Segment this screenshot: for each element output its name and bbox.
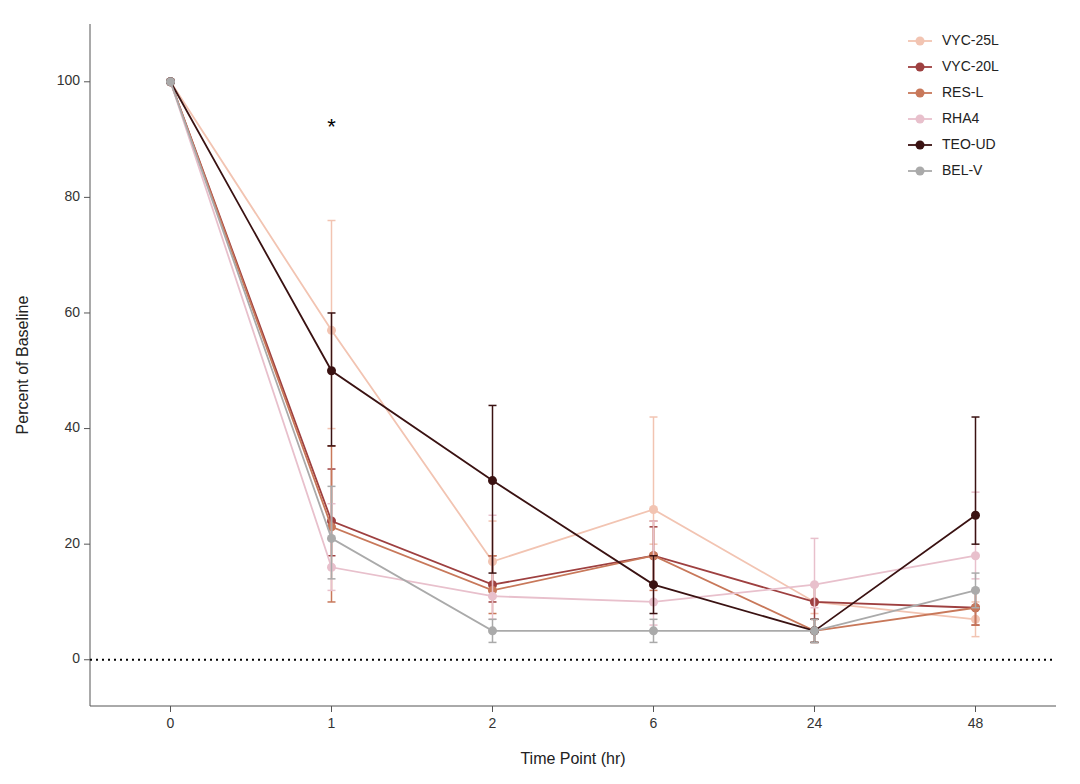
x-tick-label: 2 <box>489 715 497 731</box>
legend: VYC-25L VYC-20L RES-L RHA4 TEO-UD BEL-V <box>908 32 999 178</box>
legend-marker <box>916 37 925 46</box>
y-axis-label: Percent of Baseline <box>14 296 31 435</box>
error-bar <box>328 486 336 578</box>
x-axis-line <box>90 706 1056 707</box>
data-point <box>649 580 658 589</box>
y-tick <box>84 312 90 313</box>
x-tick <box>331 706 332 712</box>
x-tick <box>653 706 654 712</box>
error-bar <box>650 619 658 642</box>
legend-label: VYC-25L <box>942 32 999 48</box>
chart: 0 20 40 60 80 100 0 1 2 6 24 48 Time Point (hr) Perce… <box>0 0 1080 784</box>
y-tick <box>84 197 90 198</box>
axes: 0 20 40 60 80 100 0 1 2 6 24 48 <box>57 24 1056 731</box>
legend-marker <box>916 115 925 124</box>
data-point <box>488 476 497 485</box>
data-point <box>810 580 819 589</box>
y-axis-line <box>90 24 91 706</box>
error-bar <box>972 417 980 544</box>
series-line <box>171 82 976 631</box>
y-tick-label: 60 <box>64 304 80 320</box>
legend-label: TEO-UD <box>942 136 996 152</box>
error-bar <box>328 313 336 446</box>
x-tick <box>814 706 815 712</box>
error-bar <box>811 619 819 642</box>
legend-label: VYC-20L <box>942 58 999 74</box>
series <box>166 77 980 625</box>
series-line <box>171 82 976 608</box>
legend-marker <box>916 141 925 150</box>
x-axis-label: Time Point (hr) <box>520 750 625 767</box>
series-line <box>171 82 976 620</box>
series-line <box>171 82 976 631</box>
error-bar <box>489 405 497 573</box>
annotation: * <box>327 114 336 139</box>
y-tick-label: 40 <box>64 419 80 435</box>
data-point <box>166 77 175 86</box>
y-tick-label: 100 <box>57 72 81 88</box>
y-tick-label: 80 <box>64 188 80 204</box>
data-point <box>327 366 336 375</box>
data-point <box>810 626 819 635</box>
series <box>166 77 980 642</box>
error-bar <box>811 619 819 642</box>
error-bar <box>972 573 980 608</box>
error-bar <box>650 521 658 625</box>
legend-marker <box>916 63 925 72</box>
data-point <box>166 77 175 86</box>
series-line <box>171 82 976 631</box>
error-bar <box>489 619 497 642</box>
data-point <box>649 505 658 514</box>
x-tick-label: 48 <box>968 715 984 731</box>
error-bar <box>650 556 658 614</box>
data-point <box>971 511 980 520</box>
series <box>166 77 980 642</box>
y-tick-label: 0 <box>72 650 80 666</box>
error-bar <box>328 446 336 602</box>
plot-area <box>90 77 1056 659</box>
data-point <box>649 626 658 635</box>
x-tick <box>170 706 171 712</box>
x-tick <box>492 706 493 712</box>
data-point <box>488 626 497 635</box>
x-tick-label: 0 <box>167 715 175 731</box>
y-tick-label: 20 <box>64 535 80 551</box>
legend-marker <box>916 89 925 98</box>
x-tick-label: 1 <box>328 715 336 731</box>
data-point <box>810 626 819 635</box>
data-point <box>488 592 497 601</box>
legend-label: RHA4 <box>942 110 980 126</box>
legend-marker <box>916 167 925 176</box>
error-bar <box>811 619 819 642</box>
y-tick <box>84 81 90 82</box>
data-point <box>327 534 336 543</box>
data-point <box>971 586 980 595</box>
data-point <box>166 77 175 86</box>
series <box>166 77 980 625</box>
x-tick-label: 24 <box>807 715 823 731</box>
error-bar <box>811 538 819 607</box>
y-tick <box>84 428 90 429</box>
data-point <box>166 77 175 86</box>
legend-label: BEL-V <box>942 162 983 178</box>
x-tick <box>975 706 976 712</box>
y-tick <box>84 659 90 660</box>
series <box>166 77 980 642</box>
series-line <box>171 82 976 602</box>
x-tick-label: 6 <box>650 715 658 731</box>
data-point <box>166 77 175 86</box>
data-point <box>166 77 175 86</box>
reference-line <box>90 659 1056 661</box>
legend-label: RES-L <box>942 84 983 100</box>
data-point <box>971 551 980 560</box>
series <box>166 77 980 636</box>
data-point <box>810 626 819 635</box>
y-tick <box>84 544 90 545</box>
